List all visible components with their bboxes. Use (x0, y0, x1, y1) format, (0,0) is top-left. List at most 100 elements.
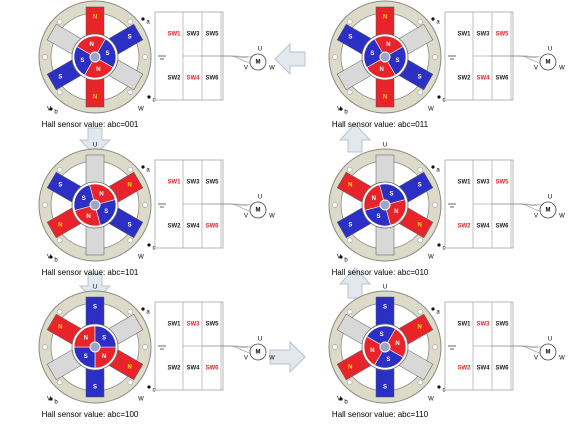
hole (56, 166, 63, 173)
phase-label: V (47, 255, 51, 261)
rotor-sector (76, 35, 106, 58)
stator-tooth (375, 366, 395, 398)
caption: Hall sensor value: abc=011 (332, 120, 429, 129)
phase-label: U (93, 0, 97, 1)
hall-label: c (153, 388, 156, 394)
switch-label: SW1 (167, 32, 181, 38)
hole (332, 344, 338, 350)
rotor-sector (374, 35, 404, 58)
rotor-label: S (104, 209, 108, 215)
rotor-label: S (82, 196, 86, 202)
motor-phase-label: U (258, 47, 262, 53)
tooth-label: N (348, 183, 352, 189)
hole (432, 54, 438, 60)
hole (346, 166, 353, 173)
motor-label: M (546, 60, 551, 66)
tooth-label: N (93, 95, 97, 101)
motor-phase-label: U (258, 195, 262, 201)
phase-label: V (337, 397, 341, 403)
motor-phase-label: W (559, 356, 565, 362)
motor (249, 201, 267, 219)
hall-sensor (339, 107, 343, 111)
switch-label: SW4 (476, 76, 490, 82)
hall-sensor (437, 95, 441, 99)
tooth-label: S (418, 183, 422, 189)
rotor-sector (73, 46, 96, 76)
tooth-label: N (127, 183, 131, 189)
motor-phase-label: V (534, 66, 538, 72)
shaft (379, 341, 391, 353)
rotor-label: N (370, 348, 374, 354)
rotor-label: N (386, 42, 390, 48)
rotor-sector (384, 328, 407, 358)
switch-label: SW6 (205, 224, 219, 230)
arrow-right (269, 340, 306, 374)
stator-tooth (375, 224, 395, 256)
hall-label: b (344, 110, 348, 116)
hole (142, 344, 148, 350)
hole (432, 202, 438, 208)
phase-label: V (47, 107, 51, 113)
phase-label: V (337, 107, 341, 113)
rotor-sector (94, 38, 117, 68)
hole (332, 202, 338, 208)
hall-label: b (344, 258, 348, 264)
phase-label: U (383, 285, 387, 291)
rotor-label: N (99, 191, 103, 197)
rotor-sector (73, 346, 96, 369)
motor (539, 201, 557, 219)
hole (417, 89, 424, 96)
hall-label: b (54, 110, 58, 116)
switch-label: SW1 (457, 32, 471, 38)
switch-label: SW2 (457, 224, 471, 230)
phase-label: W (138, 397, 144, 403)
hole (332, 54, 338, 60)
tooth-label: S (128, 223, 132, 229)
switch-label: SW4 (476, 224, 490, 230)
tooth-label: S (58, 75, 62, 81)
phase-wire (492, 203, 547, 215)
switch-label: SW5 (495, 180, 509, 186)
rotor-label: N (395, 341, 399, 347)
tooth-label: N (417, 325, 421, 331)
motor-phase-label: U (548, 337, 552, 343)
hall-label: a (436, 310, 440, 316)
switch-label: SW6 (205, 366, 219, 372)
hall-sensor (49, 397, 53, 401)
hall-sensor (147, 95, 151, 99)
motor-phase-label: V (534, 356, 538, 362)
motor-label: M (256, 350, 261, 356)
rotor-sector (363, 38, 386, 68)
rotor-label: N (89, 42, 93, 48)
hall-sensor (431, 165, 435, 169)
rotor-label: N (96, 67, 100, 73)
rotor-label: N (394, 209, 398, 215)
rotor-label: S (380, 332, 384, 338)
rotor-label: S (80, 58, 84, 64)
rotor-label: N (84, 335, 88, 341)
hole (127, 166, 134, 173)
shaft (89, 341, 101, 353)
switch-label: SW1 (457, 322, 471, 328)
rotor-label: S (389, 191, 393, 197)
rotor-sector (366, 325, 396, 348)
shaft (379, 199, 391, 211)
tooth-label: N (93, 15, 97, 21)
tooth-label: N (383, 15, 387, 21)
phase-label: V (47, 397, 51, 403)
tooth-label: N (58, 325, 62, 331)
switch-label: SW6 (495, 366, 509, 372)
switch-label: SW4 (476, 366, 490, 372)
switch-label: SW1 (167, 180, 181, 186)
hall-sensor (49, 107, 53, 111)
hall-sensor (147, 243, 151, 247)
switch-label: SW3 (476, 32, 490, 38)
switch-label: SW1 (167, 322, 181, 328)
hole (56, 18, 63, 25)
stator-tooth (375, 296, 395, 328)
stator-tooth (85, 296, 105, 328)
hole (417, 18, 424, 25)
hall-label: c (153, 246, 156, 252)
hall-label: b (54, 400, 58, 406)
